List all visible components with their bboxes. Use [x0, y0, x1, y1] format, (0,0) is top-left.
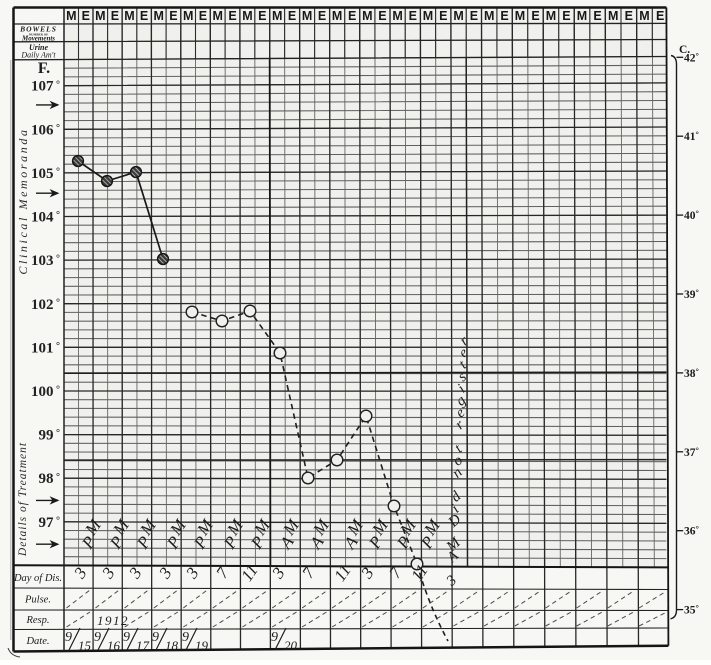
svg-text:Clinical Memoranda: Clinical Memoranda [16, 127, 30, 274]
svg-text:Movements: Movements [21, 35, 55, 43]
svg-text:103 °: 103 ° [31, 253, 60, 269]
svg-text:M: M [453, 9, 463, 23]
svg-text:Day of Dis.: Day of Dis. [13, 573, 62, 584]
svg-text:102 °: 102 ° [31, 297, 60, 313]
svg-text:38°: 38° [684, 366, 699, 380]
svg-text:16: 16 [107, 638, 121, 653]
svg-text:E: E [288, 9, 296, 23]
svg-text:E: E [348, 9, 356, 23]
svg-text:E: E [409, 9, 417, 23]
svg-text:42°: 42° [684, 50, 699, 64]
svg-text:104 °: 104 ° [31, 210, 60, 226]
svg-text:M: M [212, 9, 222, 23]
svg-text:20: 20 [284, 638, 298, 653]
svg-text:17: 17 [136, 638, 150, 653]
svg-text:E: E [199, 9, 207, 23]
svg-text:19: 19 [195, 638, 209, 653]
svg-text:E: E [318, 9, 326, 23]
svg-text:100 °: 100 ° [31, 384, 60, 400]
svg-text:40°: 40° [684, 208, 699, 222]
svg-text:M: M [242, 9, 252, 23]
svg-text:BOWELS: BOWELS [19, 25, 57, 34]
svg-text:E: E [656, 9, 664, 23]
svg-text:E: E [258, 9, 266, 23]
svg-text:Pulse.: Pulse. [24, 595, 51, 606]
svg-text:Daily Am't: Daily Am't [20, 51, 56, 60]
svg-text:E: E [625, 9, 633, 23]
svg-text:M: M [608, 9, 618, 23]
svg-text:1912: 1912 [97, 613, 129, 628]
svg-text:18: 18 [165, 638, 179, 653]
svg-text:Resp.: Resp. [25, 615, 49, 626]
svg-text:9: 9 [94, 630, 101, 645]
svg-text:M: M [362, 9, 372, 23]
svg-text:36°: 36° [684, 524, 699, 538]
svg-text:E: E [378, 9, 386, 23]
svg-text:M: M [272, 9, 282, 23]
svg-text:9: 9 [65, 630, 72, 645]
svg-text:9: 9 [271, 630, 278, 645]
svg-text:M: M [66, 9, 76, 23]
svg-text:M: M [183, 9, 193, 23]
svg-text:E: E [169, 9, 177, 23]
svg-text:41°: 41° [684, 129, 699, 143]
svg-text:M: M [546, 9, 556, 23]
svg-text:39°: 39° [684, 287, 699, 301]
svg-text:M: M [95, 9, 105, 23]
svg-text:E: E [111, 9, 119, 23]
svg-text:E: E [500, 9, 508, 23]
svg-text:37°: 37° [684, 445, 699, 459]
svg-text:E: E [228, 9, 236, 23]
svg-text:F.: F. [38, 60, 50, 77]
svg-text:15: 15 [78, 638, 92, 653]
svg-text:E: E [593, 9, 601, 23]
svg-text:M: M [484, 9, 494, 23]
svg-text:E: E [470, 9, 478, 23]
svg-text:NUMBER OF: NUMBER OF [29, 33, 48, 37]
svg-text:Details of Treatment: Details of Treatment [17, 442, 29, 557]
svg-text:9: 9 [152, 630, 159, 645]
svg-text:M: M [392, 9, 402, 23]
svg-text:M: M [577, 9, 587, 23]
svg-text:107 °: 107 ° [31, 79, 60, 95]
svg-text:Date.: Date. [25, 636, 49, 647]
svg-text:M: M [332, 9, 342, 23]
svg-text:E: E [140, 9, 148, 23]
svg-text:E: E [82, 9, 90, 23]
svg-text:M: M [423, 9, 433, 23]
svg-text:C.: C. [679, 44, 690, 56]
svg-text:Urine: Urine [29, 43, 49, 52]
svg-text:101 °: 101 ° [31, 340, 60, 356]
svg-text:M: M [515, 9, 525, 23]
svg-text:E: E [439, 9, 447, 23]
svg-text:35°: 35° [684, 603, 699, 617]
svg-text:M: M [124, 9, 134, 23]
svg-text:9: 9 [182, 630, 189, 645]
svg-text:105 °: 105 ° [31, 166, 60, 182]
svg-text:9: 9 [123, 630, 130, 645]
svg-text:E: E [562, 9, 570, 23]
svg-text:M: M [153, 9, 163, 23]
svg-text:M: M [639, 9, 649, 23]
svg-text:106 °: 106 ° [31, 122, 60, 138]
svg-text:E: E [531, 9, 539, 23]
svg-text:M: M [302, 9, 312, 23]
